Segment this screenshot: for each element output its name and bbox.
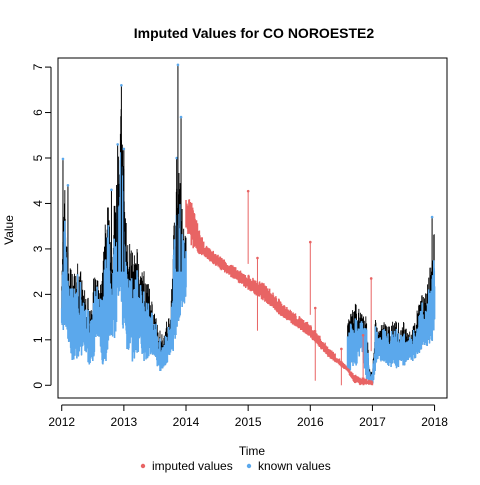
x-tick-label-2015: 2015 xyxy=(235,415,262,429)
y-tick-label-4: 4 xyxy=(31,200,45,207)
y-tick-label-1: 1 xyxy=(31,336,45,343)
plot-area xyxy=(62,64,435,386)
x-tick-label-2013: 2013 xyxy=(111,415,138,429)
known-spike-point-8 xyxy=(180,116,183,119)
known-spike-point-1 xyxy=(67,184,70,187)
x-axis-label: Time xyxy=(239,444,266,458)
x-tick-label-2016: 2016 xyxy=(297,415,324,429)
x-tick-label-2014: 2014 xyxy=(173,415,200,429)
y-tick-label-5: 5 xyxy=(31,154,45,161)
known-spike-point-4 xyxy=(120,84,123,87)
legend: imputed values known values xyxy=(141,459,331,473)
x-tick-label-2018: 2018 xyxy=(421,415,448,429)
series-imputed-2 xyxy=(186,199,372,385)
y-axis: 0 1 2 3 4 5 6 7 xyxy=(31,63,51,388)
known-spike-point-2 xyxy=(110,189,113,192)
y-tick-label-2: 2 xyxy=(31,291,45,298)
known-spike-point-9 xyxy=(431,216,434,219)
imputed-spike-point-4 xyxy=(340,348,343,351)
known-spike-point-0 xyxy=(62,158,65,161)
y-tick-label-6: 6 xyxy=(31,109,45,116)
y-tick-label-3: 3 xyxy=(31,245,45,252)
x-tick-label-2017: 2017 xyxy=(359,415,386,429)
imputed-spike-point-5 xyxy=(370,277,373,280)
imputed-spike-point-0 xyxy=(247,190,250,193)
imputed-spike-point-6 xyxy=(362,334,365,337)
legend-label-0: imputed values xyxy=(152,459,233,473)
series-known-1 xyxy=(348,234,435,385)
legend-label-1: known values xyxy=(258,459,331,473)
chart-title: Imputed Values for CO NOROESTE2 xyxy=(134,25,375,41)
legend-marker-1 xyxy=(247,464,251,468)
imputed-spike-point-3 xyxy=(314,307,317,310)
y-tick-label-7: 7 xyxy=(31,63,45,70)
known-spike-point-7 xyxy=(177,64,180,67)
known-spike-point-3 xyxy=(116,143,119,146)
series-imputed-band xyxy=(186,199,372,385)
y-tick-label-0: 0 xyxy=(31,382,45,389)
imputed-spike-point-2 xyxy=(309,241,312,244)
x-tick-label-2012: 2012 xyxy=(48,415,75,429)
x-axis: 2012 2013 2014 2015 2016 2017 2018 xyxy=(48,405,448,429)
legend-marker-0 xyxy=(141,464,145,468)
y-axis-label: Value xyxy=(2,215,16,245)
imputed-spike-point-1 xyxy=(256,257,259,260)
known-spike-point-5 xyxy=(123,148,126,151)
